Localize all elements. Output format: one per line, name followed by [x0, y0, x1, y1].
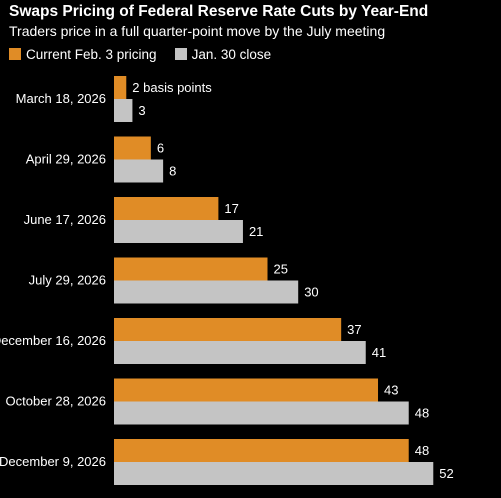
bar-current-october-28-2026	[114, 378, 379, 402]
chart-legend: Current Feb. 3 pricing Jan. 30 close	[9, 45, 289, 63]
bar-previous-december-9-2026	[114, 462, 434, 485]
bar-previous-april-29-2026	[114, 159, 164, 183]
bar-current-december-9-2026	[114, 439, 409, 462]
bar-previous-march-18-2026	[114, 99, 133, 122]
bar-current-june-17-2026	[114, 197, 219, 220]
data-label-current-july-29-2026: 25	[274, 262, 288, 277]
bar-previous-june-17-2026	[114, 220, 243, 243]
bar-current-april-29-2026	[114, 136, 151, 160]
data-label-previous-june-17-2026: 21	[249, 224, 263, 239]
legend-swatch-previous	[174, 48, 187, 60]
bar-previous-december-16-2026	[114, 341, 366, 364]
data-label-current-december-9-2026: 48	[415, 443, 429, 458]
data-label-current-december-16-2026: 37	[347, 322, 361, 337]
category-label-march-18-2026: March 18, 2026	[16, 91, 106, 106]
category-label-july-29-2026: July 29, 2026	[29, 273, 106, 288]
category-label-december-16-2026: December 16, 2026	[0, 333, 106, 348]
legend-label-previous: Jan. 30 close	[191, 46, 272, 62]
bar-current-july-29-2026	[114, 257, 268, 281]
category-label-october-28-2026: October 28, 2026	[6, 394, 106, 409]
data-label-previous-december-9-2026: 52	[439, 466, 453, 481]
bar-current-march-18-2026	[114, 76, 127, 99]
data-label-previous-april-29-2026: 8	[169, 164, 176, 179]
bar-current-december-16-2026	[114, 318, 342, 341]
category-label-april-29-2026: April 29, 2026	[26, 152, 106, 167]
legend-item-current: Current Feb. 3 pricing	[9, 47, 157, 62]
data-label-current-october-28-2026: 43	[384, 383, 398, 398]
data-label-previous-march-18-2026: 3	[138, 103, 145, 118]
data-label-current-april-29-2026: 6	[157, 141, 164, 156]
chart-title: Swaps Pricing of Federal Reserve Rate Cu…	[9, 3, 429, 20]
legend-label-current: Current Feb. 3 pricing	[26, 46, 157, 62]
bar-previous-july-29-2026	[114, 280, 299, 304]
data-label-current-march-18-2026: 2 basis points	[132, 80, 212, 95]
bar-previous-october-28-2026	[114, 401, 409, 425]
data-label-previous-december-16-2026: 41	[372, 345, 386, 360]
legend-swatch-current	[9, 48, 21, 60]
data-label-previous-july-29-2026: 30	[304, 285, 318, 300]
category-label-december-9-2026: December 9, 2026	[0, 454, 106, 469]
category-label-june-17-2026: June 17, 2026	[24, 212, 106, 227]
chart-subtitle: Traders price in a full quarter-point mo…	[9, 23, 386, 39]
data-label-current-june-17-2026: 17	[224, 201, 238, 216]
data-label-previous-october-28-2026: 48	[415, 406, 429, 421]
legend-item-previous: Jan. 30 close	[174, 46, 272, 62]
